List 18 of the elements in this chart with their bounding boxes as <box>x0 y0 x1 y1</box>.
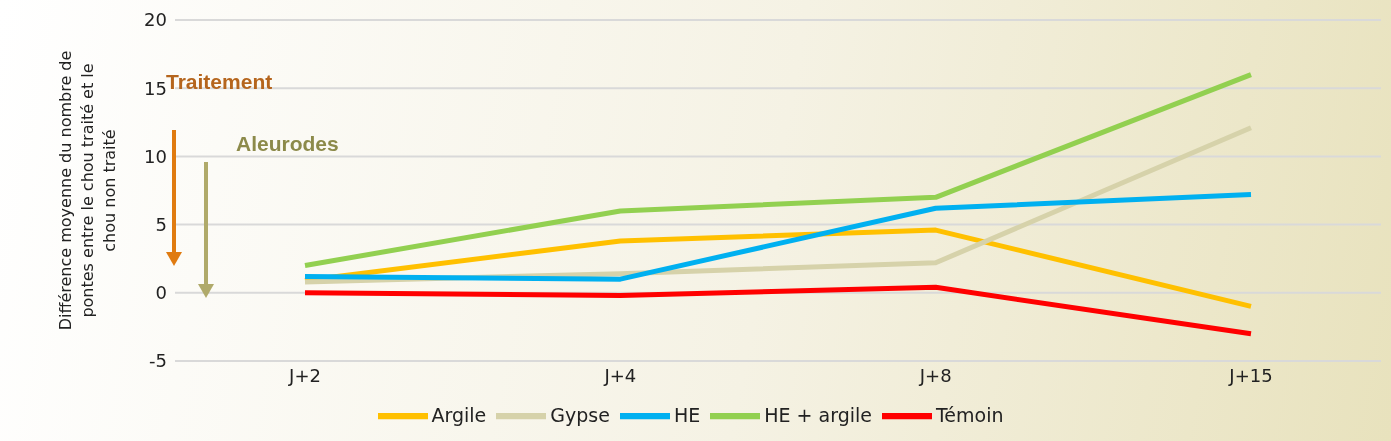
legend-label: HE + argile <box>764 403 872 426</box>
legend-label: HE <box>673 403 701 426</box>
annotation: Aleurodes <box>236 132 339 156</box>
y-tick-label: 15 <box>144 77 167 99</box>
legend-label: Argile <box>431 403 487 426</box>
y-tick-label: 0 <box>155 282 167 304</box>
legend-label: Gypse <box>550 403 610 426</box>
y-tick-label: 20 <box>144 9 167 31</box>
x-tick-label: J+8 <box>918 364 952 386</box>
y-tick-label: -5 <box>149 350 167 372</box>
legend-label: Témoin <box>935 403 1004 426</box>
y-tick-label: 10 <box>144 145 167 167</box>
x-tick-label: J+2 <box>288 364 321 386</box>
y-tick-label: 5 <box>155 213 167 235</box>
x-tick-label: J+4 <box>603 364 637 386</box>
annotation: Traitement <box>166 70 273 94</box>
y-axis-title: Différence moyenne du nombre de pontes entre le chou traité et le chou non traité <box>56 50 119 331</box>
x-tick-label: J+15 <box>1228 364 1273 386</box>
